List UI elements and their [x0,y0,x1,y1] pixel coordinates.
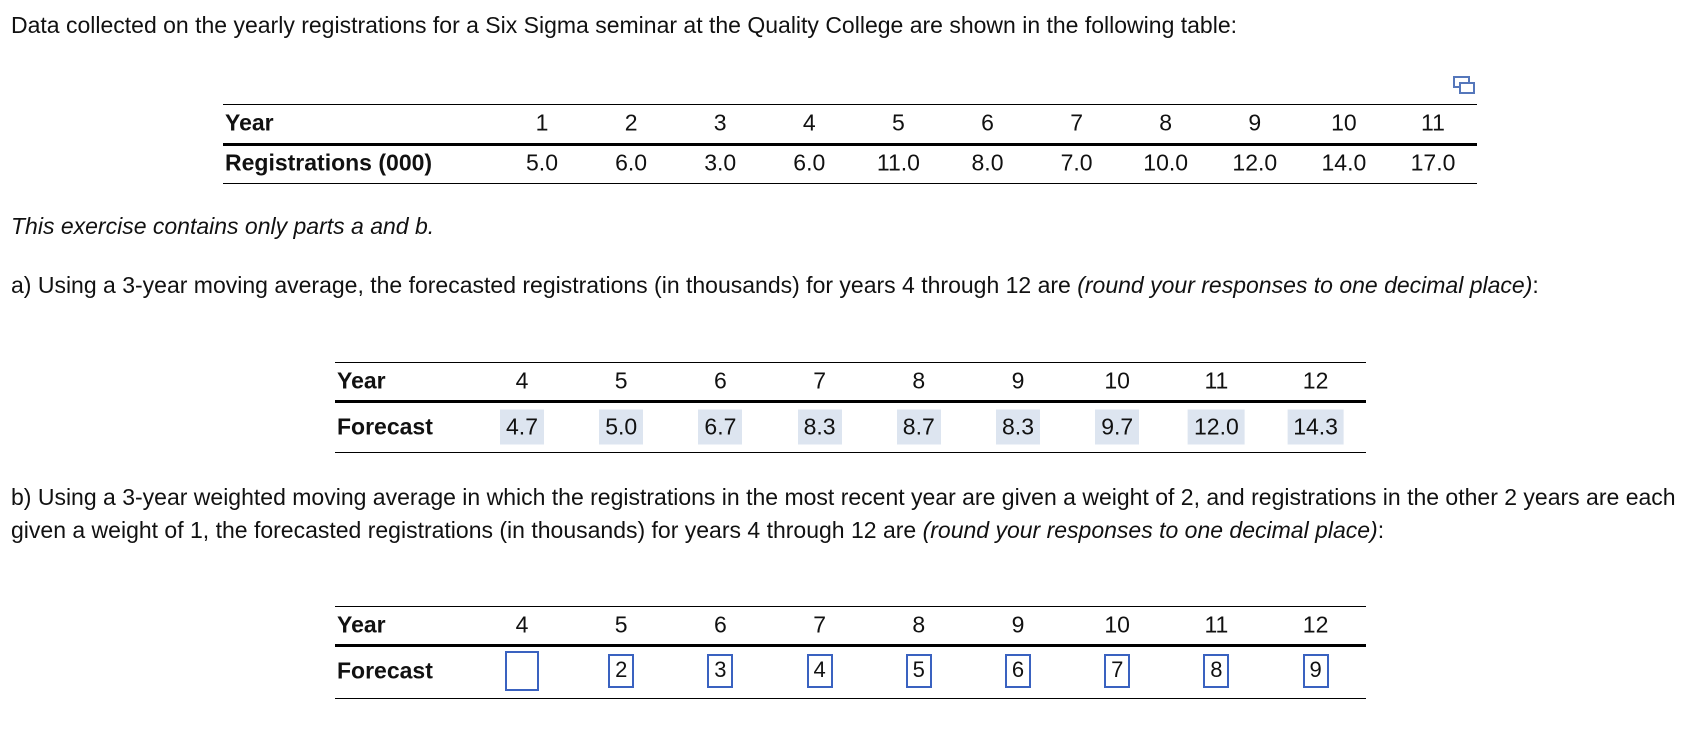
table-rule [223,104,1477,105]
part-a-text: a) Using a 3-year moving average, the fo… [11,269,1676,302]
year-cell: 10 [1331,109,1357,136]
year-cell: 9 [1011,367,1025,394]
year-cell: 1 [535,109,549,136]
table-rule [223,183,1477,184]
year-cell: 8 [1159,109,1173,136]
answer-input[interactable]: 8 [1203,654,1230,688]
row-label: Year [337,367,386,394]
forecast-cell: 14.3 [1287,409,1344,445]
answer-input[interactable]: 2 [608,654,635,688]
registration-cell: 3.0 [704,149,737,176]
year-cell: 5 [614,367,628,394]
forecast-cell: 12.0 [1188,409,1245,445]
answer-input[interactable]: 7 [1104,654,1131,688]
forecast-cell: 8.7 [896,409,941,445]
answer-input[interactable]: 3 [707,654,734,688]
table-rule [335,644,1366,647]
part-a-body: a) Using a 3-year moving average, the fo… [11,272,1078,298]
registration-cell: 14.0 [1321,149,1367,176]
year-cell: 11 [1421,109,1445,136]
year-cell: 5 [891,109,905,136]
part-b-end: : [1377,517,1385,543]
row-label: Year [337,611,386,638]
answer-input[interactable]: 5 [905,654,932,688]
year-cell: 8 [912,367,926,394]
registration-cell: 6.0 [615,149,648,176]
year-cell: 11 [1204,367,1229,394]
registration-cell: 5.0 [526,149,558,176]
forecast-cell: 6.7 [698,409,743,445]
year-cell: 2 [624,109,638,136]
part-a-end: : [1532,272,1539,298]
year-cell: 8 [912,611,926,638]
registration-cell: 12.0 [1232,149,1278,176]
year-cell: 9 [1248,109,1262,136]
intro: Data collected on the yearly registratio… [11,12,1238,38]
answer-input[interactable]: 6 [1005,654,1031,688]
year-cell: 11 [1204,611,1229,638]
registration-cell: 11.0 [876,149,920,176]
answer-input[interactable]: 4 [806,654,833,688]
table-rule [335,698,1366,699]
forecast-cell: 8.3 [996,409,1040,445]
table-rule [335,400,1366,403]
part-b-hint: (round your responses to one decimal pla… [922,517,1378,543]
part-b-text: b) Using a 3-year weighted moving averag… [11,481,1676,547]
table-rule [335,362,1366,363]
table-rule [223,143,1477,146]
row-label: Forecast [337,657,433,684]
forecast-cell: 5.0 [599,409,644,445]
year-cell: 10 [1104,611,1130,638]
registration-cell: 7.0 [1060,149,1093,176]
registration-cell: 17.0 [1410,149,1456,176]
registration-cell: 6.0 [793,149,826,176]
year-cell: 5 [614,611,628,638]
year-cell: 12 [1302,611,1329,638]
year-cell: 7 [813,367,826,394]
part-b-body: b) Using a 3-year weighted moving averag… [11,484,1676,543]
year-cell: 10 [1104,367,1130,394]
note-text: This exercise contains only parts a and … [11,213,435,239]
note: This exercise contains only parts a and … [11,210,1676,243]
popout-icon[interactable] [1452,75,1476,97]
row-label: Year [225,109,274,136]
year-cell: 6 [981,109,994,136]
year-cell: 7 [1070,109,1083,136]
year-cell: 12 [1302,367,1329,394]
answer-input[interactable] [505,651,539,691]
forecast-cell: 9.7 [1095,409,1140,445]
table-rule [335,452,1366,453]
part-a-hint: (round your responses to one decimal pla… [1077,272,1533,298]
row-label: Forecast [337,413,433,440]
year-cell: 4 [515,611,529,638]
year-cell: 7 [813,611,826,638]
forecast-cell: 8.3 [797,409,842,445]
answer-input[interactable]: 9 [1302,654,1329,688]
year-cell: 3 [713,109,727,136]
row-label: Registrations (000) [225,149,433,176]
registration-cell: 10.0 [1143,149,1189,176]
year-cell: 6 [713,367,727,394]
year-cell: 4 [515,367,529,394]
forecast-cell: 4.7 [500,409,544,445]
year-cell: 6 [713,611,727,638]
table-rule [335,606,1366,607]
registration-cell: 8.0 [971,149,1004,176]
year-cell: 9 [1011,611,1025,638]
year-cell: 4 [802,109,816,136]
